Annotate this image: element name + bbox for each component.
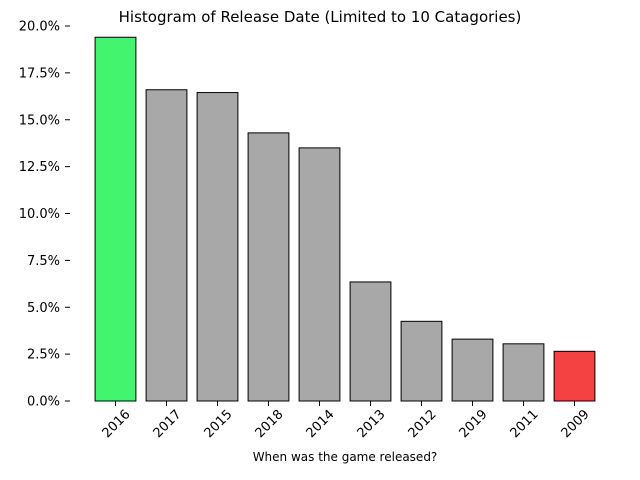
bar-2017 <box>145 89 188 402</box>
bar-2015 <box>196 92 239 402</box>
bar-2012 <box>400 320 443 402</box>
bar-2011 <box>502 343 545 402</box>
x-tick-label: 2018 <box>253 407 287 441</box>
y-tick-label: 20.0% <box>19 20 60 35</box>
y-tick-label: 12.5% <box>19 160 60 175</box>
x-tick-label: 2015 <box>202 407 236 441</box>
bar-2018 <box>247 132 290 402</box>
x-axis: 2016 2017 2015 2018 2014 2013 2012 2019 2011 2009 <box>100 401 593 441</box>
y-tick-label: 0.0% <box>27 395 60 410</box>
bar-2019 <box>451 338 494 402</box>
y-tick-label: 5.0% <box>27 301 60 316</box>
bar-2016 <box>94 36 137 402</box>
bar-2009 <box>553 350 596 402</box>
x-tick-label: 2014 <box>304 407 338 441</box>
y-tick-label: 17.5% <box>19 66 60 81</box>
chart-title: Histogram of Release Date (Limited to 10… <box>119 8 522 26</box>
x-tick-label: 2009 <box>559 407 593 441</box>
x-axis-label: When was the game released? <box>253 450 438 464</box>
y-tick-label: 15.0% <box>19 113 60 128</box>
x-tick-label: 2019 <box>457 407 491 441</box>
bars <box>94 36 596 402</box>
y-tick-label: 10.0% <box>19 207 60 222</box>
x-tick-label: 2017 <box>151 407 185 441</box>
x-tick-label: 2011 <box>508 407 542 441</box>
y-tick-label: 2.5% <box>27 348 60 363</box>
y-axis: 0.0% 2.5% 5.0% 7.5% 10.0% 12.5% 15.0% 17.5% 20.0… <box>19 20 70 410</box>
y-tick-label: 7.5% <box>27 254 60 269</box>
x-tick-label: 2012 <box>406 407 440 441</box>
x-tick-label: 2016 <box>100 407 134 441</box>
x-tick-label: 2013 <box>355 407 389 441</box>
bar-2013 <box>349 281 392 402</box>
bar-2014 <box>298 147 341 402</box>
